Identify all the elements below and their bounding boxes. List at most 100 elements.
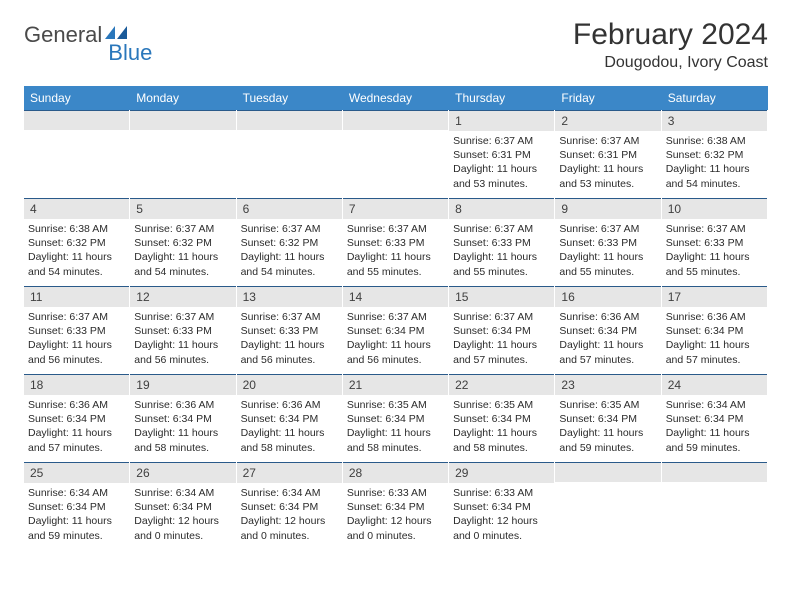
empty-day-body <box>24 130 129 198</box>
day-cell: 29Sunrise: 6:33 AMSunset: 6:34 PMDayligh… <box>449 462 555 550</box>
day-cell: 9Sunrise: 6:37 AMSunset: 6:33 PMDaylight… <box>555 198 661 286</box>
day-d1: Daylight: 11 hours <box>666 250 763 264</box>
day-sr: Sunrise: 6:34 AM <box>241 486 338 500</box>
day-ss: Sunset: 6:32 PM <box>28 236 125 250</box>
day-sr: Sunrise: 6:38 AM <box>28 222 125 236</box>
day-sr: Sunrise: 6:33 AM <box>453 486 550 500</box>
day-d2: and 57 minutes. <box>666 353 763 367</box>
day-d2: and 57 minutes. <box>28 441 125 455</box>
empty-day-body <box>343 130 448 198</box>
day-sr: Sunrise: 6:36 AM <box>28 398 125 412</box>
day-number: 5 <box>130 198 235 219</box>
day-cell: 3Sunrise: 6:38 AMSunset: 6:32 PMDaylight… <box>662 110 768 198</box>
day-d1: Daylight: 11 hours <box>28 338 125 352</box>
day-cell <box>662 462 768 550</box>
day-d1: Daylight: 11 hours <box>559 426 656 440</box>
dow-monday: Monday <box>130 86 236 110</box>
day-d2: and 57 minutes. <box>453 353 550 367</box>
day-d2: and 55 minutes. <box>559 265 656 279</box>
day-ss: Sunset: 6:33 PM <box>241 324 338 338</box>
day-cell: 17Sunrise: 6:36 AMSunset: 6:34 PMDayligh… <box>662 286 768 374</box>
day-d1: Daylight: 12 hours <box>241 514 338 528</box>
day-ss: Sunset: 6:32 PM <box>134 236 231 250</box>
week-row: 4Sunrise: 6:38 AMSunset: 6:32 PMDaylight… <box>24 198 768 286</box>
day-d1: Daylight: 11 hours <box>347 426 444 440</box>
day-d2: and 54 minutes. <box>28 265 125 279</box>
day-sr: Sunrise: 6:37 AM <box>347 222 444 236</box>
day-ss: Sunset: 6:34 PM <box>666 412 763 426</box>
day-cell: 7Sunrise: 6:37 AMSunset: 6:33 PMDaylight… <box>343 198 449 286</box>
header: General Blue February 2024 Dougodou, Ivo… <box>24 18 768 72</box>
day-ss: Sunset: 6:34 PM <box>241 500 338 514</box>
day-d2: and 56 minutes. <box>347 353 444 367</box>
day-d2: and 54 minutes. <box>241 265 338 279</box>
day-body: Sunrise: 6:34 AMSunset: 6:34 PMDaylight:… <box>130 483 235 550</box>
day-number: 22 <box>449 374 554 395</box>
day-number: 20 <box>237 374 342 395</box>
day-d1: Daylight: 12 hours <box>134 514 231 528</box>
day-number: 17 <box>662 286 767 307</box>
day-d1: Daylight: 11 hours <box>241 338 338 352</box>
day-d1: Daylight: 11 hours <box>347 250 444 264</box>
day-ss: Sunset: 6:34 PM <box>134 412 231 426</box>
day-ss: Sunset: 6:34 PM <box>134 500 231 514</box>
day-d1: Daylight: 11 hours <box>134 250 231 264</box>
day-ss: Sunset: 6:32 PM <box>666 148 763 162</box>
day-body: Sunrise: 6:37 AMSunset: 6:33 PMDaylight:… <box>555 219 660 286</box>
empty-day-number <box>555 462 660 482</box>
day-d1: Daylight: 11 hours <box>134 426 231 440</box>
day-sr: Sunrise: 6:34 AM <box>666 398 763 412</box>
day-number: 10 <box>662 198 767 219</box>
day-number: 3 <box>662 110 767 131</box>
day-d2: and 58 minutes. <box>453 441 550 455</box>
day-cell: 4Sunrise: 6:38 AMSunset: 6:32 PMDaylight… <box>24 198 130 286</box>
calendar: Sunday Monday Tuesday Wednesday Thursday… <box>24 86 768 550</box>
day-sr: Sunrise: 6:36 AM <box>241 398 338 412</box>
day-body: Sunrise: 6:37 AMSunset: 6:33 PMDaylight:… <box>662 219 767 286</box>
title-block: February 2024 Dougodou, Ivory Coast <box>573 18 768 72</box>
day-sr: Sunrise: 6:37 AM <box>453 222 550 236</box>
day-cell <box>343 110 449 198</box>
day-sr: Sunrise: 6:35 AM <box>559 398 656 412</box>
day-cell <box>237 110 343 198</box>
day-sr: Sunrise: 6:37 AM <box>28 310 125 324</box>
day-number: 11 <box>24 286 129 307</box>
day-d2: and 53 minutes. <box>559 177 656 191</box>
day-sr: Sunrise: 6:35 AM <box>453 398 550 412</box>
day-ss: Sunset: 6:34 PM <box>28 412 125 426</box>
day-ss: Sunset: 6:31 PM <box>559 148 656 162</box>
day-number: 9 <box>555 198 660 219</box>
day-d2: and 59 minutes. <box>28 529 125 543</box>
day-number: 16 <box>555 286 660 307</box>
day-sr: Sunrise: 6:36 AM <box>666 310 763 324</box>
dow-tuesday: Tuesday <box>237 86 343 110</box>
day-body: Sunrise: 6:35 AMSunset: 6:34 PMDaylight:… <box>449 395 554 462</box>
day-cell: 12Sunrise: 6:37 AMSunset: 6:33 PMDayligh… <box>130 286 236 374</box>
day-cell: 23Sunrise: 6:35 AMSunset: 6:34 PMDayligh… <box>555 374 661 462</box>
day-d1: Daylight: 11 hours <box>28 250 125 264</box>
logo-text-general: General <box>24 22 102 48</box>
empty-day-body <box>237 130 342 198</box>
month-title: February 2024 <box>573 18 768 52</box>
day-ss: Sunset: 6:34 PM <box>347 412 444 426</box>
dow-sunday: Sunday <box>24 86 130 110</box>
day-d2: and 55 minutes. <box>666 265 763 279</box>
day-d2: and 55 minutes. <box>347 265 444 279</box>
day-cell: 15Sunrise: 6:37 AMSunset: 6:34 PMDayligh… <box>449 286 555 374</box>
day-ss: Sunset: 6:33 PM <box>559 236 656 250</box>
week-row: 11Sunrise: 6:37 AMSunset: 6:33 PMDayligh… <box>24 286 768 374</box>
day-d1: Daylight: 11 hours <box>347 338 444 352</box>
day-d2: and 56 minutes. <box>241 353 338 367</box>
day-ss: Sunset: 6:34 PM <box>347 324 444 338</box>
day-d1: Daylight: 11 hours <box>559 338 656 352</box>
day-number: 27 <box>237 462 342 483</box>
day-body: Sunrise: 6:37 AMSunset: 6:32 PMDaylight:… <box>237 219 342 286</box>
day-body: Sunrise: 6:36 AMSunset: 6:34 PMDaylight:… <box>130 395 235 462</box>
day-number: 14 <box>343 286 448 307</box>
day-d1: Daylight: 11 hours <box>559 162 656 176</box>
empty-day-number <box>237 110 342 130</box>
day-cell: 16Sunrise: 6:36 AMSunset: 6:34 PMDayligh… <box>555 286 661 374</box>
day-cell <box>130 110 236 198</box>
day-body: Sunrise: 6:37 AMSunset: 6:33 PMDaylight:… <box>24 307 129 374</box>
logo-sail-icon <box>104 25 128 41</box>
